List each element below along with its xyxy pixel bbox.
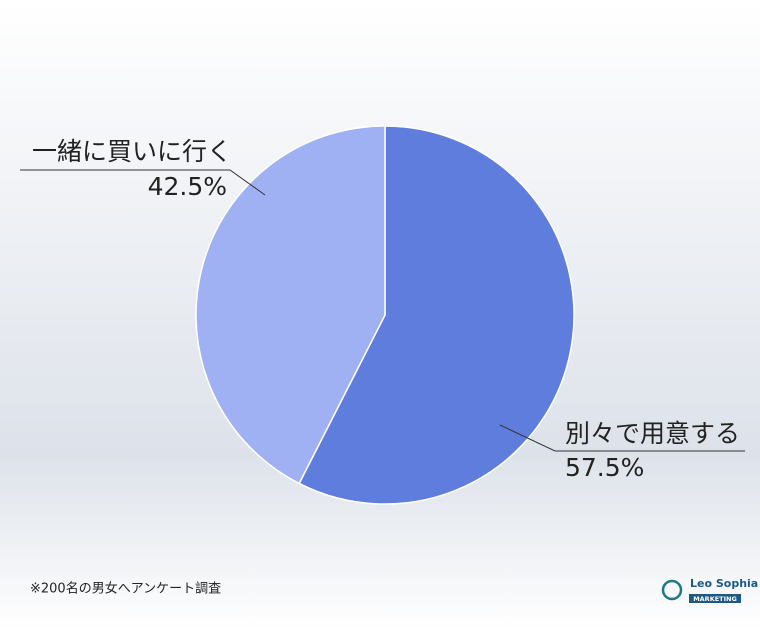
logo-name: Leo Sophia: [690, 577, 758, 590]
logo-icon: [661, 579, 683, 601]
logo-band: [689, 594, 741, 603]
leader-line: [20, 169, 266, 196]
pie-slice: [195, 125, 386, 485]
value-label: 57.5%: [565, 453, 644, 482]
leader-line: [499, 424, 745, 452]
slice-label: 一緒に買いに行く: [32, 137, 232, 166]
footnote: ※200名の男女へアンケート調査: [30, 581, 221, 597]
pie: [195, 125, 575, 505]
logo-tagline: MARKETING: [693, 595, 737, 603]
pie-slice: [298, 125, 575, 505]
value-label: 42.5%: [148, 172, 227, 201]
logo: Leo Sophia MARKETING: [661, 577, 758, 603]
slice-label: 別々で用意する: [565, 419, 740, 448]
